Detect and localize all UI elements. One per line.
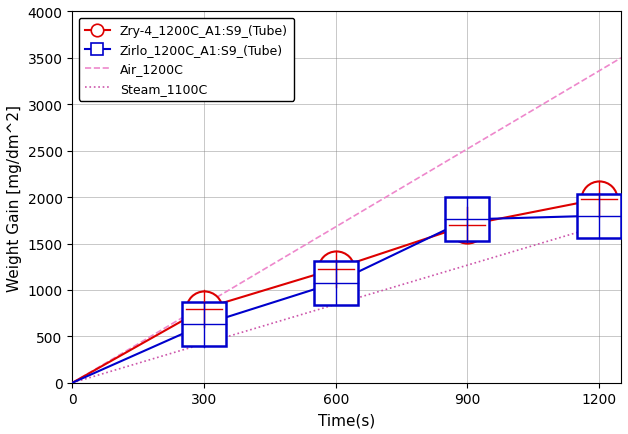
- Legend: Zry-4_1200C_A1:S9_(Tube), Zirlo_1200C_A1:S9_(Tube), Air_1200C, Steam_1100C: Zry-4_1200C_A1:S9_(Tube), Zirlo_1200C_A1…: [78, 19, 294, 102]
- Y-axis label: Weight Gain [mg/dm^2]: Weight Gain [mg/dm^2]: [7, 104, 22, 291]
- X-axis label: Time(s): Time(s): [318, 412, 376, 427]
